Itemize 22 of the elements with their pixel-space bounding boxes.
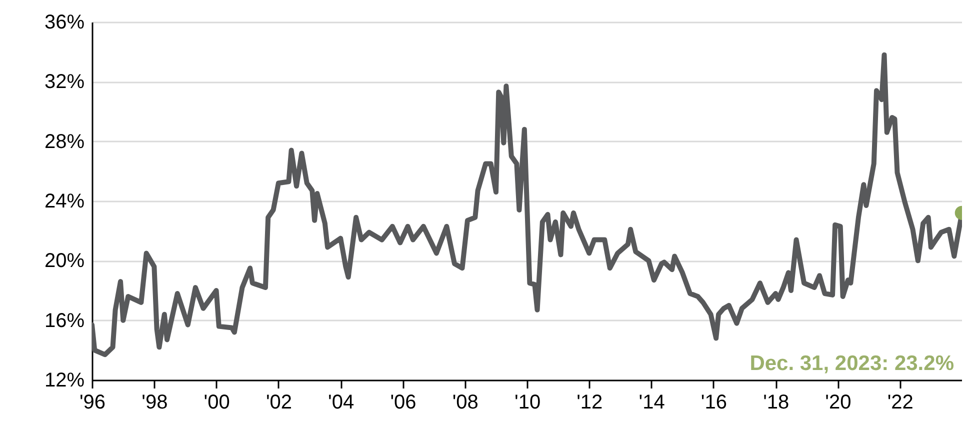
x-tick-label: '08	[452, 392, 478, 414]
y-tick-label: 36%	[44, 12, 85, 34]
y-tick-label: 32%	[44, 71, 85, 94]
x-tick-label: '06	[390, 392, 416, 414]
x-tick-label: '14	[638, 392, 665, 414]
x-tick-label: '16	[700, 392, 727, 414]
x-tick-label: '04	[328, 392, 354, 414]
y-tick-label: 28%	[44, 130, 85, 153]
x-tick-label: '22	[887, 392, 914, 414]
y-tick-label: 12%	[44, 370, 85, 392]
x-tick-label: '10	[514, 392, 541, 414]
y-tick-label: 20%	[44, 250, 85, 272]
x-tick-label: '98	[142, 392, 168, 414]
x-tick-label: '20	[825, 392, 852, 414]
annotation: Dec. 31, 2023: 23.2%	[750, 352, 954, 375]
x-tick-label: '00	[204, 392, 230, 414]
x-tick-label: '02	[266, 392, 292, 414]
y-tick-label: 24%	[44, 190, 85, 212]
y-tick-label: 16%	[44, 310, 85, 332]
x-tick-label: '12	[576, 392, 603, 414]
x-tick-label: '18	[763, 392, 790, 414]
x-tick-label: '96	[79, 392, 106, 414]
